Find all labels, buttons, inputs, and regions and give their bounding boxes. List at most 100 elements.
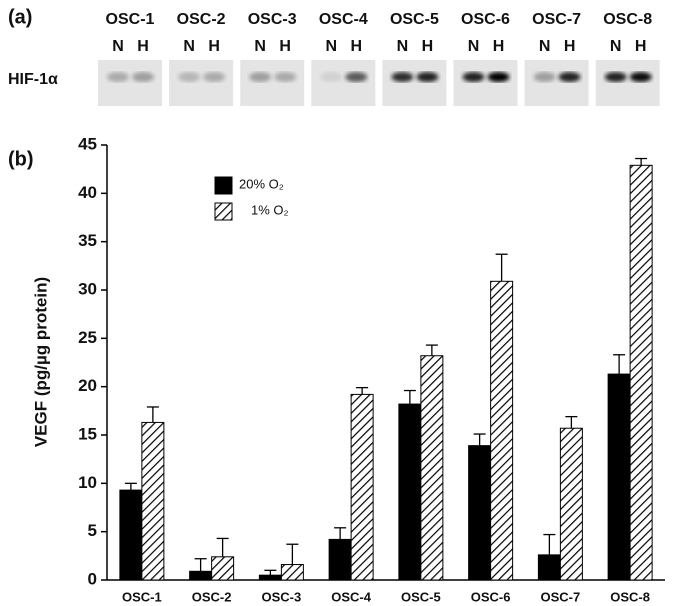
y-tick-label: 35 (78, 231, 97, 250)
y-tick-label: 0 (88, 569, 97, 588)
bar (190, 571, 212, 580)
condition-label: N (112, 38, 124, 55)
condition-label: N (539, 38, 551, 55)
bar (469, 446, 491, 580)
blot-lane (169, 60, 233, 106)
condition-label: N (254, 38, 266, 55)
blot-band (416, 72, 438, 82)
bar (351, 394, 373, 580)
blot-band (178, 72, 200, 82)
error-bar (426, 345, 438, 356)
condition-label: H (279, 38, 291, 55)
condition-label: N (397, 38, 409, 55)
blot-band (203, 72, 225, 82)
blot-band (274, 72, 296, 82)
blot-band (463, 72, 485, 82)
condition-label: H (137, 38, 149, 55)
bar (142, 422, 164, 580)
error-bar (217, 538, 229, 556)
legend-swatch (215, 203, 232, 220)
blot-band (249, 72, 271, 82)
legend-swatch (215, 177, 232, 194)
error-bar (404, 391, 416, 405)
y-tick-label: 25 (78, 328, 97, 347)
legend-label: 1% O₂ (251, 202, 289, 217)
blot-band (559, 72, 581, 82)
error-bar (613, 355, 625, 374)
condition-label: N (468, 38, 480, 55)
error-bar (496, 254, 508, 281)
x-tick-label: OSC-2 (192, 589, 232, 604)
x-tick-label: OSC-7 (541, 589, 581, 604)
x-tick-label: OSC-8 (610, 589, 650, 604)
condition-label: H (351, 38, 363, 55)
blot-lane (525, 60, 589, 106)
blot-band (534, 72, 556, 82)
error-bar (356, 388, 368, 395)
error-bar (286, 544, 298, 564)
panel-label: (a) (8, 6, 32, 28)
blot-lane (240, 60, 304, 106)
lane-label: OSC-2 (177, 11, 226, 28)
error-bar (125, 483, 137, 490)
condition-label: N (183, 38, 195, 55)
bar (491, 281, 513, 580)
lane-label: OSC-1 (106, 11, 155, 28)
x-tick-label: OSC-3 (262, 589, 302, 604)
condition-label: H (493, 38, 505, 55)
bar (538, 555, 560, 580)
error-bar (334, 528, 346, 540)
figure: (a) HIF-1α (b) VEGF (pg/µg protein) OSC-… (0, 0, 677, 606)
bar (630, 165, 652, 580)
bar (281, 565, 303, 580)
error-bar (565, 417, 577, 429)
y-tick-label: 20 (78, 376, 97, 395)
x-tick-label: OSC-6 (471, 589, 511, 604)
lane-label: OSC-3 (248, 11, 297, 28)
condition-label: H (422, 38, 434, 55)
condition-label: N (610, 38, 622, 55)
legend-label: 20% O₂ (239, 176, 284, 191)
row-label: HIF-1α (8, 71, 58, 88)
blot-lane (596, 60, 660, 106)
lane-label: OSC-7 (532, 11, 581, 28)
lane-label: OSC-4 (319, 11, 368, 28)
x-tick-label: OSC-4 (331, 589, 372, 604)
blot-band (605, 72, 627, 82)
blot-band (107, 72, 129, 82)
x-tick-label: OSC-1 (122, 589, 162, 604)
y-tick-label: 40 (78, 183, 97, 202)
bar (329, 539, 351, 580)
error-bar (195, 559, 207, 572)
blot-lane (382, 60, 446, 106)
blot-lane (454, 60, 518, 106)
bar (560, 428, 582, 580)
lane-label: OSC-6 (461, 11, 510, 28)
condition-label: H (208, 38, 220, 55)
blot-band (488, 72, 510, 82)
condition-label: N (326, 38, 338, 55)
y-tick-label: 30 (78, 279, 97, 298)
blot-lane (311, 60, 375, 106)
condition-label: H (635, 38, 647, 55)
lane-label: OSC-8 (603, 11, 652, 28)
blot-band (391, 72, 413, 82)
blot-band (132, 72, 154, 82)
panel-label: (b) (8, 148, 34, 170)
bar (399, 404, 421, 580)
bar (259, 575, 281, 580)
error-bar (543, 535, 555, 555)
error-bar (147, 407, 159, 422)
condition-label: H (564, 38, 576, 55)
blot-band (345, 72, 367, 82)
y-tick-label: 10 (78, 473, 97, 492)
blot-band (630, 72, 652, 82)
y-tick-label: 15 (78, 424, 97, 443)
blot-band (320, 72, 342, 82)
error-bar (635, 159, 647, 166)
bar (212, 557, 234, 580)
bar (120, 490, 142, 580)
error-bar (474, 434, 486, 446)
x-tick-label: OSC-5 (401, 589, 441, 604)
bar (608, 374, 630, 580)
